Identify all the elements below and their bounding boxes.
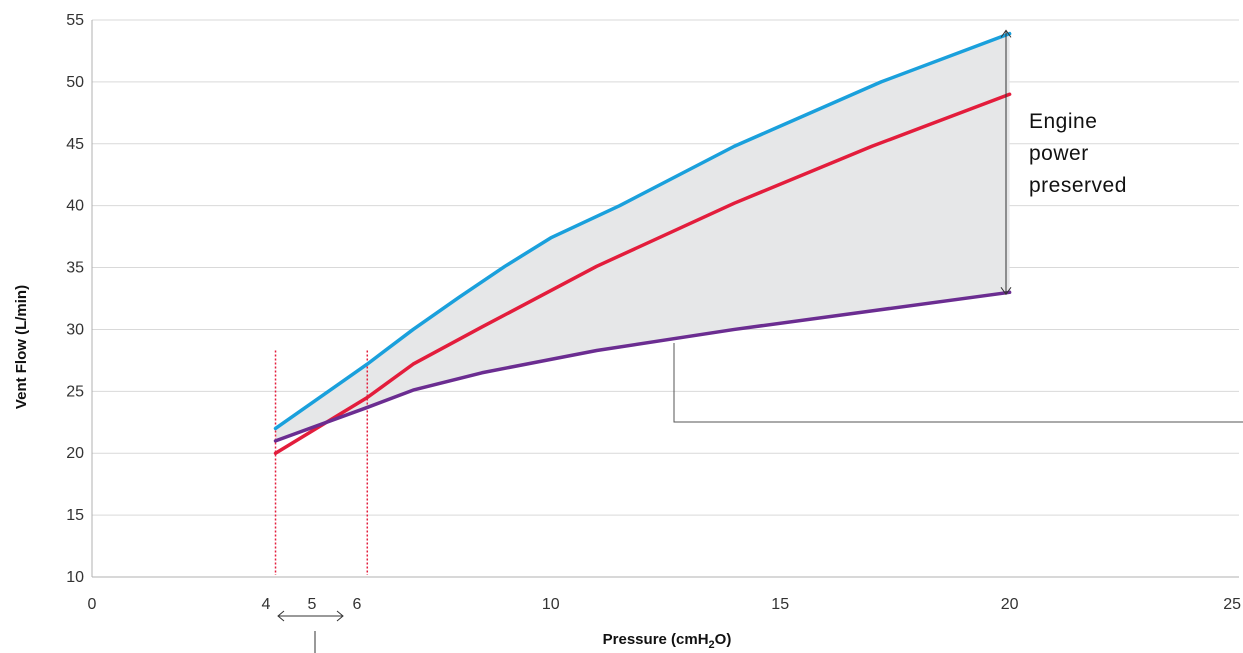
y-tick-label: 30: [66, 321, 84, 338]
x-tick-label: 15: [771, 596, 789, 613]
marker-right-label: 6: [353, 596, 362, 613]
y-tick-label: 35: [66, 260, 84, 277]
x-tick-label: 10: [542, 596, 560, 613]
gap-arrow-head-right: [336, 610, 344, 622]
marker-mid-label: 5: [308, 596, 317, 613]
range-arrow-head-top: [1000, 29, 1012, 38]
gap-arrow-head-left: [277, 610, 285, 622]
range-arrow-head-bottom: [1000, 287, 1012, 296]
y-tick-label: 15: [66, 507, 84, 524]
y-tick-label: 40: [66, 198, 84, 215]
series-line-0: [273, 31, 1012, 431]
y-tick-label: 45: [66, 136, 84, 153]
engine-label-line-1: Engine: [1029, 110, 1097, 133]
engine-label-line-2: power: [1029, 142, 1089, 165]
y-axis-title: Vent Flow (L/min): [13, 285, 30, 409]
y-tick-label: 10: [66, 569, 84, 586]
marker-left-label: 4: [262, 596, 271, 613]
x-tick-label: 20: [1001, 596, 1019, 613]
x-axis-title-sub: 2: [709, 639, 715, 651]
callout-leader: [673, 343, 1243, 423]
x-axis-title: Pressure (cmH2O): [603, 631, 732, 651]
x-tick-label: 0: [88, 596, 97, 613]
y-tick-label: 50: [66, 74, 84, 91]
y-tick-label: 20: [66, 445, 84, 462]
marker-layer: [274, 350, 369, 575]
engine-label-line-3: preserved: [1029, 174, 1127, 197]
series-layer: [273, 31, 1012, 455]
x-tick-label: 25: [1223, 596, 1241, 613]
x-axis-title-main: Pressure (cmH: [603, 631, 709, 648]
annotation-layer: [277, 29, 1243, 653]
series-line-2: [273, 290, 1012, 443]
y-tick-label: 55: [66, 12, 84, 29]
x-axis-title-end: O): [715, 631, 732, 648]
shaded-band: [275, 33, 1010, 441]
y-tick-label: 25: [66, 383, 84, 400]
series-line-1: [273, 92, 1012, 455]
